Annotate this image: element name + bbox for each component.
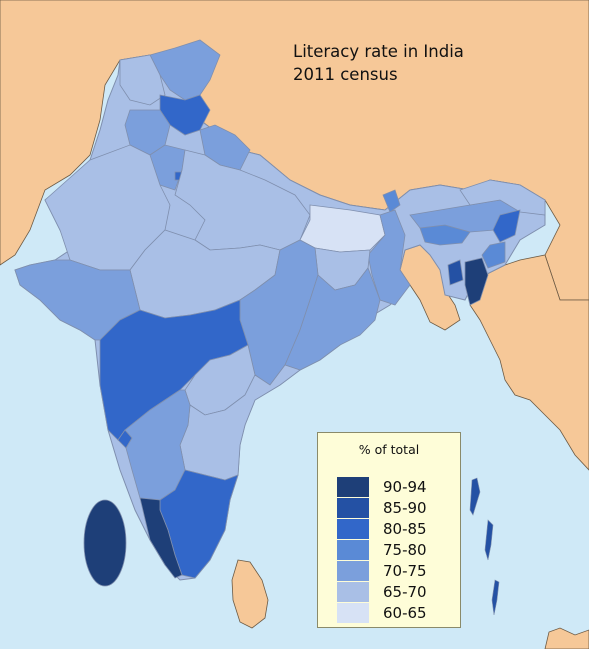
andaman-islands <box>469 477 500 616</box>
legend-swatch <box>337 477 369 497</box>
state-manipur <box>481 241 506 269</box>
legend-item: 65-70 <box>337 582 457 603</box>
map-subtitle: 2011 census <box>293 65 398 84</box>
legend-item: 90-94 <box>337 477 457 498</box>
legend-swatch <box>337 603 369 623</box>
legend-label: 65-70 <box>383 583 427 601</box>
legend-label: 85-90 <box>383 499 427 517</box>
legend-label: 60-65 <box>383 604 427 622</box>
neighbour-land-east <box>469 254 589 471</box>
map-title-block: Literacy rate in India 2011 census <box>293 40 464 86</box>
map-title: Literacy rate in India <box>293 42 464 61</box>
legend-item: 85-90 <box>337 498 457 519</box>
legend-swatch <box>337 519 369 539</box>
state-nagaland <box>492 209 521 243</box>
state-west-bengal <box>367 209 411 306</box>
legend-item: 80-85 <box>337 519 457 540</box>
legend-swatch <box>337 498 369 518</box>
state-sikkim <box>382 189 401 213</box>
state-karnataka <box>124 389 191 501</box>
legend-item: 70-75 <box>337 561 457 582</box>
legend-label: 75-80 <box>383 541 427 559</box>
state-odisha <box>284 267 381 371</box>
state-ladakh <box>119 54 166 106</box>
legend-label: 90-94 <box>383 478 427 496</box>
land-south-east <box>544 627 589 649</box>
legend-swatch <box>337 582 369 602</box>
legend-swatch <box>337 561 369 581</box>
state-arunachal <box>459 179 546 216</box>
legend-label: 80-85 <box>383 520 427 538</box>
sri-lanka <box>231 559 269 629</box>
legend: % of total 90-94 85-90 80-85 75-80 70-75… <box>317 432 461 628</box>
lakshadweep-inset <box>83 499 127 587</box>
state-tripura <box>447 259 464 286</box>
state-mizoram <box>464 257 489 306</box>
legend-item: 75-80 <box>337 540 457 561</box>
legend-item: 60-65 <box>337 603 457 624</box>
legend-swatch <box>337 540 369 560</box>
state-kerala <box>139 497 183 579</box>
state-jammu-kashmir <box>149 39 221 101</box>
legend-title: % of total <box>358 442 420 457</box>
legend-label: 70-75 <box>383 562 427 580</box>
